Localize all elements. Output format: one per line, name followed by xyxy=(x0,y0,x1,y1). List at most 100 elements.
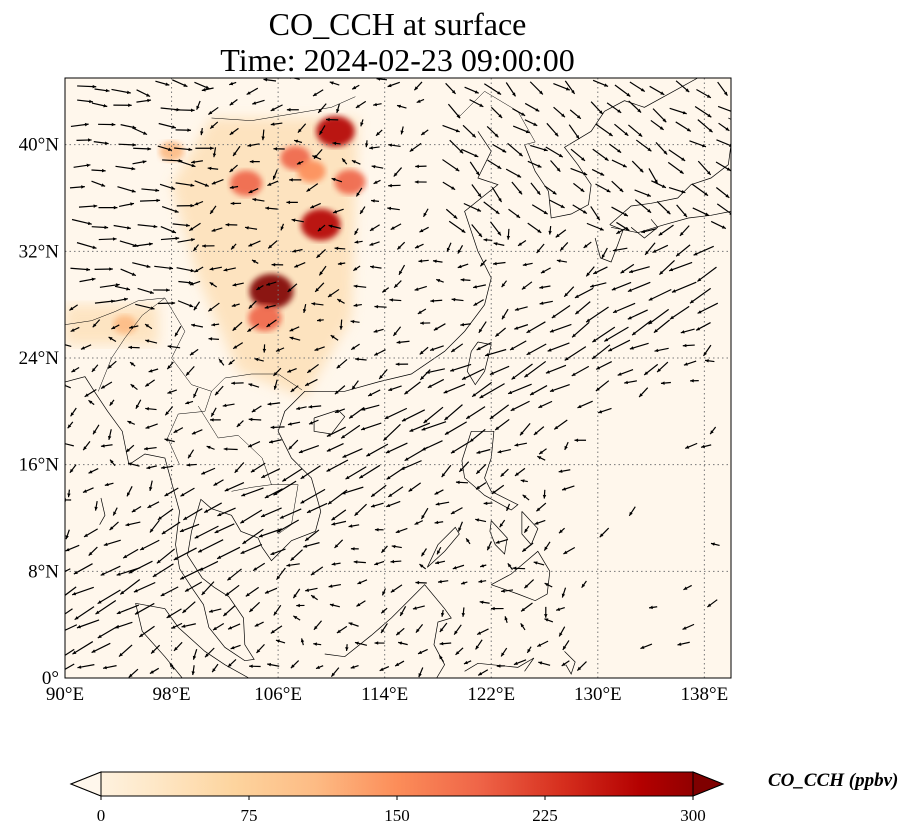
wind-arrow xyxy=(296,160,304,165)
colorbar xyxy=(69,771,725,797)
wind-arrow xyxy=(149,667,160,675)
wind-arrow xyxy=(422,208,429,218)
wind-arrow xyxy=(471,224,483,238)
gridlines xyxy=(65,78,731,678)
wind-arrow xyxy=(193,301,201,311)
wind-arrow xyxy=(275,639,286,644)
wind-arrow xyxy=(495,538,509,544)
wind-arrow xyxy=(135,399,142,409)
wind-arrow xyxy=(529,81,544,95)
wind-arrow xyxy=(465,406,486,420)
wind-arrow xyxy=(267,662,280,667)
wind-arrow xyxy=(260,507,282,518)
wind-arrow xyxy=(204,647,215,658)
wind-arrow xyxy=(682,343,695,348)
wind-arrow xyxy=(479,259,487,267)
wind-arrow xyxy=(439,641,452,646)
wind-arrow xyxy=(169,662,175,670)
wind-arrow xyxy=(497,448,511,454)
wind-arrow xyxy=(539,285,551,290)
longitude-tick-label: 98°E xyxy=(152,684,190,705)
wind-arrow xyxy=(479,564,487,568)
wind-arrow xyxy=(592,266,608,275)
wind-arrow xyxy=(355,357,367,361)
wind-arrow xyxy=(627,281,651,293)
wind-arrow xyxy=(161,521,181,535)
wind-arrow xyxy=(660,381,671,385)
wind-arrow xyxy=(524,102,540,112)
wind-arrow xyxy=(420,321,431,325)
wind-arrow xyxy=(77,664,95,669)
wind-arrow xyxy=(520,479,528,483)
wind-arrow xyxy=(248,417,262,422)
wind-arrow xyxy=(595,361,612,370)
wind-arrow xyxy=(275,347,285,352)
wind-arrow xyxy=(656,200,671,215)
wind-arrow xyxy=(611,281,632,291)
coastline xyxy=(99,497,106,525)
wind-arrow xyxy=(506,228,511,240)
coastline xyxy=(524,111,605,219)
wind-arrow xyxy=(506,503,511,512)
wind-arrow xyxy=(586,222,604,231)
wind-arrow xyxy=(418,667,424,678)
wind-arrow xyxy=(500,468,509,478)
wind-arrow xyxy=(628,124,643,138)
wind-arrow xyxy=(303,542,320,548)
wind-arrow xyxy=(638,387,649,398)
wind-arrow xyxy=(400,460,422,471)
wind-arrow xyxy=(475,463,487,475)
wind-arrow xyxy=(80,344,92,350)
wind-arrow xyxy=(695,322,711,331)
wind-arrow xyxy=(472,284,486,289)
wind-arrow xyxy=(256,643,265,654)
wind-arrow xyxy=(210,407,217,417)
wind-arrow xyxy=(553,82,571,91)
wind-arrow xyxy=(247,143,260,148)
wind-arrow xyxy=(536,502,547,512)
wind-arrow xyxy=(585,266,595,277)
wind-arrow xyxy=(224,482,245,492)
wind-arrow xyxy=(450,441,471,454)
wind-arrow xyxy=(435,560,446,565)
wind-arrow xyxy=(251,259,259,264)
wind-arrow xyxy=(419,226,429,233)
wind-arrow xyxy=(461,368,485,381)
wind-arrow xyxy=(492,261,506,266)
wind-arrow xyxy=(173,641,183,652)
wind-arrow xyxy=(308,419,319,425)
wind-arrow xyxy=(530,182,541,196)
wind-arrow xyxy=(380,545,388,554)
latitude-tick-label: 0° xyxy=(42,668,59,689)
wind-arrow xyxy=(176,267,195,273)
wind-arrow xyxy=(523,579,535,589)
wind-arrow xyxy=(287,421,301,426)
co-plume-haze xyxy=(65,304,159,345)
wind-arrow xyxy=(595,123,613,137)
wind-arrow xyxy=(415,624,424,634)
wind-arrow xyxy=(348,524,360,528)
wind-arrow xyxy=(499,519,506,528)
wind-arrow xyxy=(679,225,690,237)
wind-arrow xyxy=(607,339,631,352)
colorbar-tick-label: 225 xyxy=(532,806,558,825)
wind-arrow xyxy=(677,641,690,646)
wind-arrow xyxy=(175,182,195,187)
wind-arrow xyxy=(675,80,690,93)
wind-arrow xyxy=(104,482,114,487)
wind-arrow xyxy=(585,306,609,323)
wind-arrow xyxy=(710,220,727,230)
wind-arrow xyxy=(326,459,349,472)
wind-arrow xyxy=(538,661,551,666)
coastline xyxy=(313,409,346,435)
wind-arrow xyxy=(392,326,402,337)
coastline xyxy=(65,131,499,662)
wind-arrow xyxy=(248,601,261,613)
wind-arrow xyxy=(311,302,324,306)
wind-arrow xyxy=(211,178,224,185)
wind-arrow xyxy=(465,537,471,545)
wind-arrow xyxy=(334,246,346,251)
wind-arrow xyxy=(157,508,174,521)
wind-arrow xyxy=(120,268,137,277)
wind-arrow xyxy=(606,102,622,114)
